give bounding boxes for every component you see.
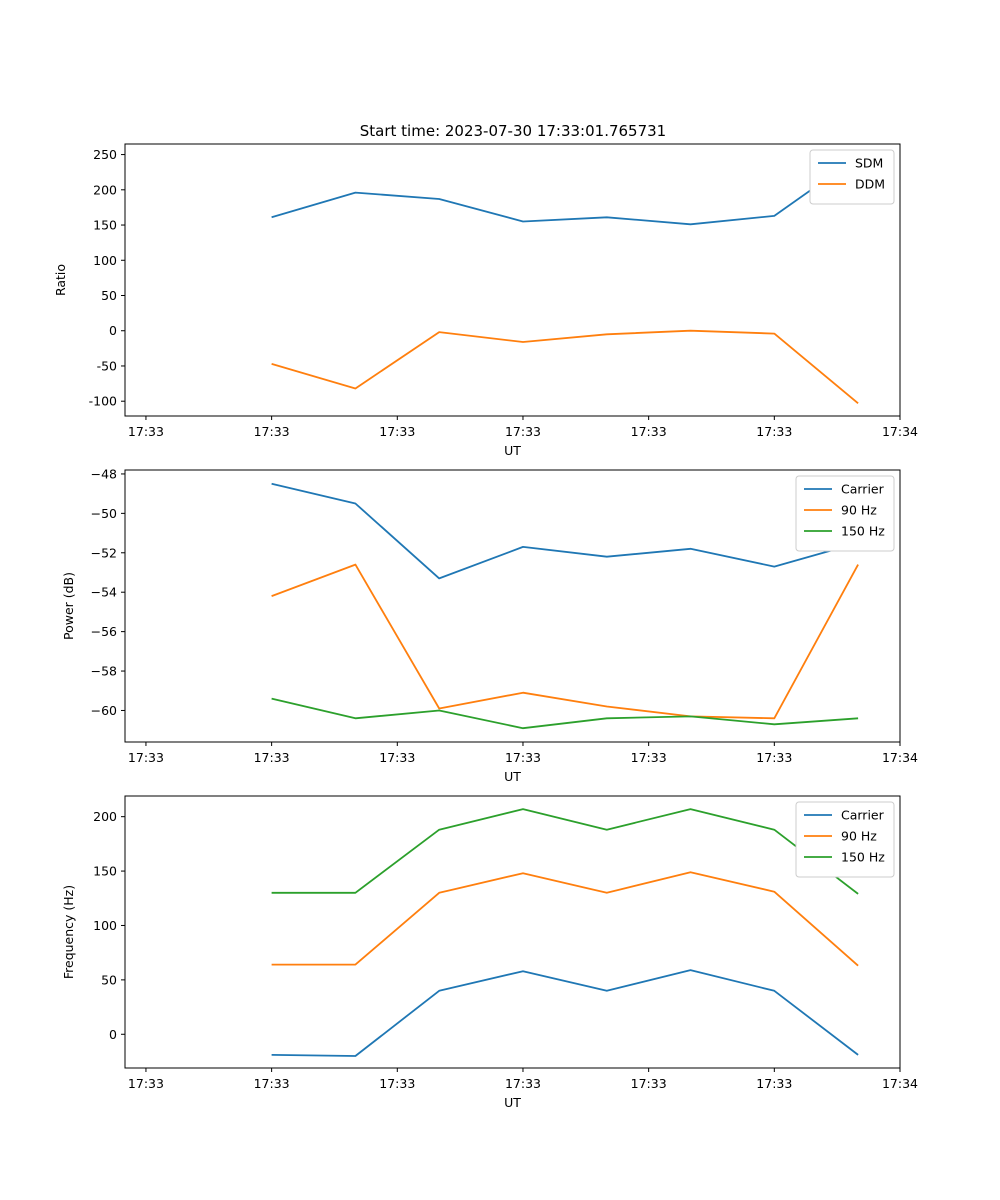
y-tick-label: 50 (101, 288, 117, 303)
series-line-sdm (271, 155, 859, 226)
legend-frame (795, 475, 895, 552)
y-tick-label: 0 (109, 323, 117, 338)
x-tick-label: 17:33 (379, 424, 415, 439)
plot-frame (124, 469, 901, 743)
legend-label: Carrier (841, 482, 885, 497)
legend-label: 90 Hz (841, 829, 877, 844)
x-tick-label: 17:33 (631, 1076, 667, 1091)
series-line-ddm (271, 329, 859, 404)
y-tick-label: 200 (93, 809, 117, 824)
panels: 17:33 17:33 17:33 17:33 17:33 17:33 17:34 -100 -… (53, 143, 918, 1110)
y-axis-label: Power (dB) (61, 572, 76, 640)
x-tick-label: 17:33 (254, 424, 290, 439)
x-axis-label: UT (504, 769, 521, 784)
chart-title: Start time: 2023-07-30 17:33:01.765731 (360, 122, 666, 140)
x-tick-label: 17:33 (128, 424, 164, 439)
legend-label: SDM (855, 156, 883, 171)
x-tick-label: 17:33 (254, 1076, 290, 1091)
legend-frame (795, 801, 895, 878)
x-tick-label: 17:33 (631, 424, 667, 439)
x-tick-label: 17:33 (128, 1076, 164, 1091)
x-tick-label: 17:33 (505, 1076, 541, 1091)
x-tick-label: 17:33 (756, 750, 792, 765)
x-axis-label: UT (504, 443, 521, 458)
x-tick-label: 17:33 (379, 750, 415, 765)
x-tick-label: 17:33 (128, 750, 164, 765)
y-tick-label: −50 (91, 506, 117, 521)
x-tick-label: 17:33 (379, 1076, 415, 1091)
legend-label: 150 Hz (841, 850, 885, 865)
y-tick-label: 50 (101, 972, 117, 987)
series-line-150-hz (271, 697, 859, 730)
legend: Carrier 90 Hz 150 Hz (795, 801, 895, 878)
y-tick-label: 200 (93, 182, 117, 197)
panel-2: 17:33 17:33 17:33 17:33 17:33 17:33 17:34 −60 −5… (61, 466, 918, 784)
legend-label: DDM (855, 177, 885, 192)
panel-1: 17:33 17:33 17:33 17:33 17:33 17:33 17:34 -100 -… (53, 143, 918, 458)
legend: SDM DDM (809, 149, 895, 205)
y-tick-label: −52 (91, 545, 117, 560)
x-tick-label: 17:33 (254, 750, 290, 765)
x-tick-label: 17:33 (631, 750, 667, 765)
y-tick-label: 150 (93, 864, 117, 879)
x-tick-label: 17:34 (882, 750, 918, 765)
y-tick-label: 100 (93, 253, 117, 268)
y-tick-label: 0 (109, 1027, 117, 1042)
y-tick-label: 100 (93, 918, 117, 933)
series-line-90-hz (271, 563, 859, 720)
y-axis-label: Frequency (Hz) (61, 885, 76, 979)
y-tick-label: −54 (91, 585, 117, 600)
panel-3: 17:33 17:33 17:33 17:33 17:33 17:33 17:34 0 50 10… (61, 795, 918, 1110)
x-axis-label: UT (504, 1095, 521, 1110)
x-tick-label: 17:34 (882, 1076, 918, 1091)
y-tick-label: -100 (89, 394, 117, 409)
legend-label: 90 Hz (841, 503, 877, 518)
series-line-150-hz (271, 808, 859, 895)
legend-label: 150 Hz (841, 524, 885, 539)
x-tick-label: 17:33 (756, 424, 792, 439)
series-line-carrier (271, 969, 859, 1057)
legend-label: Carrier (841, 808, 885, 823)
y-tick-label: -50 (97, 358, 117, 373)
y-tick-label: −48 (91, 466, 117, 481)
y-axis-label: Ratio (53, 264, 68, 296)
x-tick-label: 17:33 (756, 1076, 792, 1091)
series-line-90-hz (271, 871, 859, 967)
series-line-carrier (271, 482, 859, 580)
y-tick-label: 250 (93, 147, 117, 162)
y-tick-label: −58 (91, 664, 117, 679)
y-tick-label: 150 (93, 218, 117, 233)
plot-frame (124, 795, 901, 1069)
x-tick-label: 17:33 (505, 750, 541, 765)
y-tick-label: −60 (91, 703, 117, 718)
y-tick-label: −56 (91, 624, 117, 639)
x-tick-label: 17:33 (505, 424, 541, 439)
legend: Carrier 90 Hz 150 Hz (795, 475, 895, 552)
plot-frame (124, 143, 901, 417)
x-tick-label: 17:34 (882, 424, 918, 439)
